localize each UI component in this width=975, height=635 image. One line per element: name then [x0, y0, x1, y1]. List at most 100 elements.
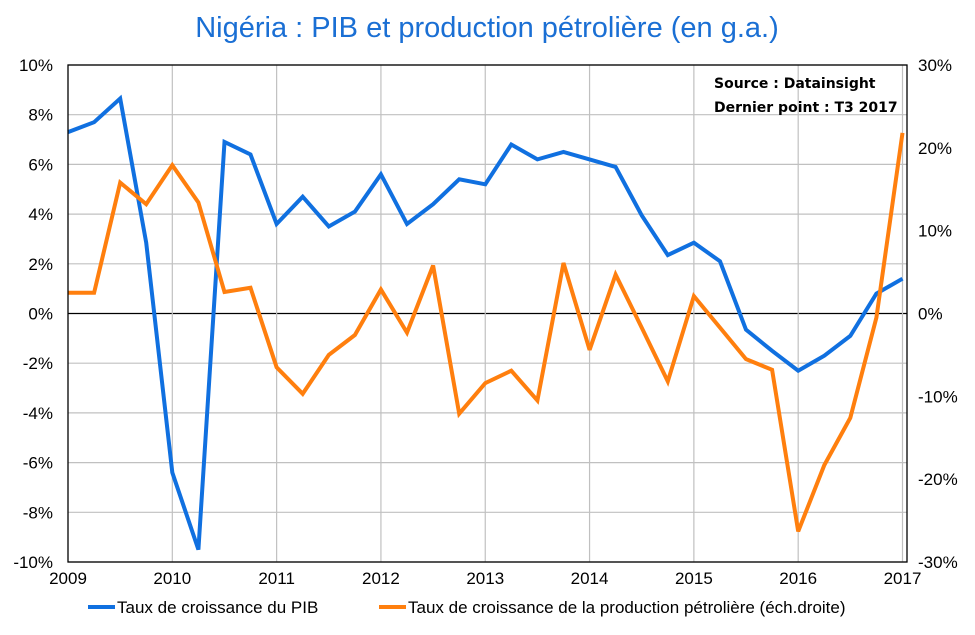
data-point-petrole — [223, 290, 227, 294]
data-point-pib — [744, 328, 748, 332]
data-point-petrole — [118, 181, 122, 185]
y-left-tick-label: 0% — [28, 305, 53, 324]
data-point-pib — [822, 354, 826, 358]
x-tick-label: 2014 — [571, 569, 609, 588]
series-line-petrole — [68, 132, 905, 533]
data-point-pib — [431, 202, 435, 206]
data-point-pib — [196, 548, 200, 552]
data-point-petrole — [144, 202, 148, 206]
series-line-pib — [67, 94, 904, 551]
x-tick-label: 2013 — [466, 569, 504, 588]
data-point-pib — [692, 241, 696, 245]
data-point-pib — [848, 334, 852, 338]
data-point-petrole — [196, 201, 200, 205]
data-point-petrole — [275, 365, 279, 369]
data-point-petrole — [848, 416, 852, 420]
annotation-last-point: Dernier point : T3 2017 — [714, 100, 898, 116]
legend: Taux de croissance du PIB Taux de croiss… — [88, 598, 846, 617]
x-tick-label: 2015 — [675, 569, 713, 588]
legend-item-petrole[interactable]: Taux de croissance de la production pétr… — [379, 598, 846, 617]
data-point-pib — [562, 150, 566, 154]
data-point-pib — [144, 241, 148, 245]
data-point-pib — [457, 177, 461, 181]
y-left-tick-label: -2% — [23, 354, 53, 373]
data-point-petrole — [822, 463, 826, 467]
data-point-pib — [535, 157, 539, 161]
data-point-petrole — [509, 369, 513, 373]
data-point-petrole — [249, 286, 253, 290]
data-point-petrole — [483, 381, 487, 385]
data-point-petrole — [770, 368, 774, 372]
y-left-tick-label: -10% — [13, 553, 53, 572]
legend-item-pib[interactable]: Taux de croissance du PIB — [88, 598, 318, 617]
data-point-petrole — [92, 291, 96, 295]
y-right-tick-label: -10% — [918, 387, 958, 406]
data-point-petrole — [744, 357, 748, 361]
data-point-petrole — [614, 273, 618, 277]
y-left-tick-label: 6% — [28, 155, 53, 174]
x-tick-label: 2016 — [779, 569, 817, 588]
y-right-tick-label: 10% — [918, 222, 952, 241]
data-point-pib — [770, 349, 774, 353]
grid — [68, 64, 907, 563]
data-point-pib — [614, 165, 618, 169]
annotation-source: Source : Datainsight — [714, 76, 876, 92]
y-left-tick-label: 10% — [19, 56, 53, 75]
data-point-pib — [170, 471, 174, 475]
data-point-pib — [353, 210, 357, 214]
data-point-petrole — [431, 264, 435, 268]
y-left-tick-label: -8% — [23, 503, 53, 522]
y-right-tick-label: 20% — [918, 139, 952, 158]
data-point-pib — [796, 369, 800, 373]
data-point-petrole — [692, 294, 696, 298]
data-point-petrole — [535, 399, 539, 403]
chart-title: Nigéria : PIB et production pétrolière (… — [195, 12, 779, 44]
x-tick-label: 2011 — [258, 569, 295, 588]
y-left-tick-label: -6% — [23, 454, 53, 473]
y-left-tick-label: -4% — [23, 404, 53, 423]
legend-label-petrole: Taux de croissance de la production pétr… — [408, 598, 846, 617]
data-point-pib — [509, 143, 513, 147]
x-tick-label: 2009 — [49, 569, 87, 588]
x-tick-label: 2012 — [362, 569, 400, 588]
data-point-petrole — [457, 412, 461, 416]
data-point-petrole — [405, 331, 409, 335]
annotation-box: Source : Datainsight Dernier point : T3 … — [714, 76, 898, 116]
data-point-pib — [405, 222, 409, 226]
y-left-tick-label: 4% — [28, 205, 53, 224]
y-right-tick-label: 30% — [918, 56, 952, 75]
data-point-pib — [588, 157, 592, 161]
data-point-pib — [327, 225, 331, 229]
data-point-petrole — [666, 379, 670, 383]
data-point-petrole — [901, 131, 905, 135]
data-point-pib — [901, 277, 905, 281]
data-point-petrole — [718, 326, 722, 330]
data-point-petrole — [327, 353, 331, 357]
data-point-pib — [275, 222, 279, 226]
data-point-pib — [640, 213, 644, 217]
y-right-tick-label: -30% — [918, 553, 958, 572]
data-point-pib — [92, 120, 96, 124]
data-point-pib — [223, 140, 227, 144]
data-point-petrole — [379, 288, 383, 292]
data-point-pib — [379, 172, 383, 176]
data-point-pib — [483, 182, 487, 186]
data-point-petrole — [562, 261, 566, 265]
data-point-pib — [666, 253, 670, 257]
y-right-tick-label: 0% — [918, 305, 943, 324]
data-point-petrole — [874, 316, 878, 320]
y-left-tick-label: 2% — [28, 255, 53, 274]
data-point-petrole — [796, 529, 800, 533]
series-lines — [67, 94, 905, 552]
data-point-pib — [301, 195, 305, 199]
data-point-pib — [118, 97, 122, 101]
x-axis: 2009 2010 2011 2012 2013 2014 2015 2016 2017 — [49, 569, 921, 588]
plot-area-border — [67, 64, 908, 563]
y-left-tick-label: 8% — [28, 106, 53, 125]
y-axis-left: 10% 8% 6% 4% 2% 0% -2% -4% -6% -8% -10% — [13, 56, 53, 572]
y-right-tick-label: -20% — [918, 470, 958, 489]
data-point-pib — [249, 153, 253, 157]
x-tick-label: 2010 — [153, 569, 191, 588]
data-point-petrole — [588, 348, 592, 352]
